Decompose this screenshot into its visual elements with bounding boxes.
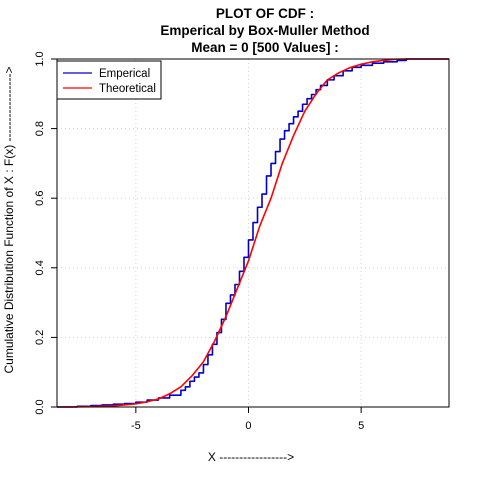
x-axis-label: X -----------------> <box>208 450 294 464</box>
chart-title-line-3: Mean = 0 [500 Values] : <box>191 40 338 55</box>
y-tick-label: 0.4 <box>34 260 46 275</box>
plot-frame <box>56 58 450 408</box>
x-tick-label: 5 <box>358 420 364 432</box>
legend-box <box>56 60 162 100</box>
x-tick-label: 0 <box>245 420 251 432</box>
y-tick-label: 0.6 <box>34 191 46 206</box>
legend: Emperical Theoretical <box>56 60 162 100</box>
legend-emperical-label: Emperical <box>99 68 150 80</box>
x-tick-label: -5 <box>131 420 141 432</box>
y-tick-label: 0.0 <box>34 399 46 414</box>
y-tick-label: 0.2 <box>34 330 46 345</box>
legend-theoretical-label: Theoretical <box>99 83 156 95</box>
chart-title-line-1: PLOT OF CDF : <box>216 6 314 21</box>
y-tick-label: 0.8 <box>34 121 46 136</box>
chart-title-line-2: Emperical by Box-Muller Method <box>160 23 369 38</box>
y-tick-label: 1.0 <box>34 51 46 66</box>
axes: -5 0 5 0.0 0.2 0.4 0.6 0.8 1.0 <box>34 51 450 432</box>
series-layer <box>56 58 449 408</box>
y-axis-label: Cumulative Distribution Function of X : … <box>2 66 16 373</box>
series-line-theoretical <box>56 58 449 408</box>
